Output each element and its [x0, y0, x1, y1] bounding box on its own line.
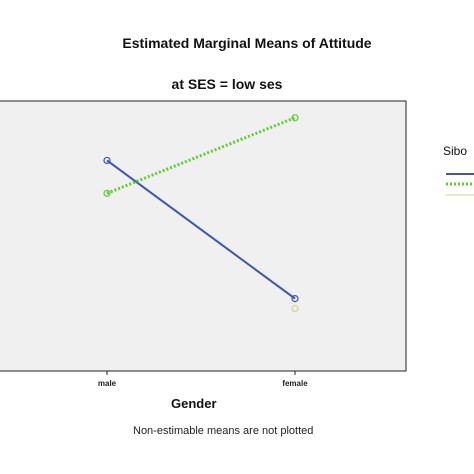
chart-subtitle: at SES = low ses [171, 76, 283, 92]
series-3-point [291, 304, 299, 313]
chart-title: Estimated Marginal Means of Attitude [122, 35, 372, 51]
series-2-point [291, 114, 299, 122]
x-tick-label-male: male [98, 379, 117, 388]
series-1-point [291, 295, 299, 303]
x-axis-title: Gender [171, 396, 217, 411]
x-tick-label-female: female [282, 379, 308, 388]
plot-area [0, 100, 407, 372]
legend-title: Sibo [443, 144, 468, 158]
series-1-point [103, 156, 111, 165]
series-2-point [103, 189, 111, 197]
series-2-line [106, 116, 296, 195]
chart-footnote: Non-estimable means are not plotted [133, 425, 314, 437]
series-1-line [106, 159, 296, 300]
